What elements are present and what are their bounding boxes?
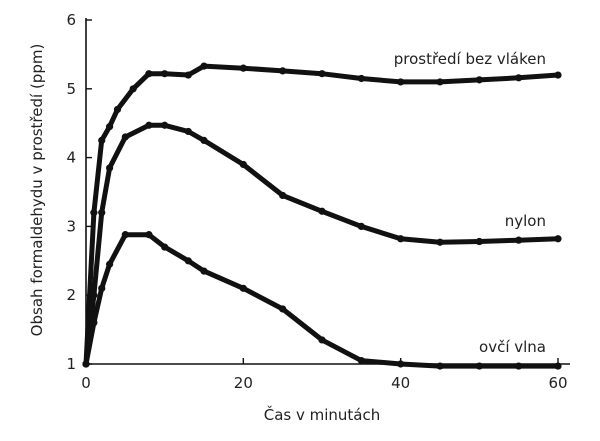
series-point [475, 76, 483, 84]
series-point [239, 64, 247, 72]
series-point [515, 74, 523, 82]
series-point [98, 284, 106, 292]
series-point [184, 257, 192, 265]
series-point [239, 160, 247, 169]
series-point [200, 62, 208, 70]
series-point [200, 267, 208, 275]
series-point [475, 237, 483, 246]
series-point [397, 235, 405, 243]
series-line [83, 63, 561, 367]
series-point [90, 209, 98, 217]
series-point [515, 362, 523, 370]
series-point [554, 235, 562, 243]
series-point [106, 123, 114, 131]
y-tick-label: 4 [66, 149, 76, 167]
axes [85, 18, 570, 365]
y-tick-label: 5 [66, 80, 76, 98]
series-point [436, 362, 444, 370]
x-ticks: 0 20 40 60 [81, 358, 568, 392]
series-point [184, 71, 192, 79]
series-point [239, 284, 247, 292]
y-tick-label: 6 [66, 11, 76, 29]
series-point [279, 67, 287, 75]
y-tick-label: 2 [66, 286, 76, 304]
series-point [279, 191, 287, 200]
series-point [200, 136, 208, 144]
series-point [357, 74, 365, 83]
series-point [184, 127, 192, 136]
series-point [318, 336, 326, 344]
series-point [106, 260, 114, 268]
series-layer: prostředí bez vláken nylon ovčí vlna [82, 50, 562, 370]
series-point [515, 236, 523, 244]
series-point [475, 362, 483, 370]
series-point [279, 305, 287, 313]
series-point [98, 209, 106, 217]
series-point [113, 105, 122, 114]
series-point [397, 360, 405, 368]
series-label: nylon [505, 212, 546, 230]
x-tick-label: 0 [81, 374, 91, 392]
series-point [397, 78, 405, 86]
y-axis-label: Obsah formaldehydu v prostředí (ppm) [28, 44, 46, 337]
series-point [161, 70, 169, 78]
series-point [554, 362, 562, 370]
series-point [436, 238, 444, 246]
series-point [129, 85, 137, 93]
series-point [161, 243, 169, 251]
series-point [82, 360, 90, 368]
series-point [145, 121, 153, 129]
x-tick-label: 60 [548, 374, 567, 392]
series-point [106, 164, 114, 172]
x-axis-label: Čas v minutách [264, 405, 381, 424]
series-point [436, 78, 444, 86]
series-point [90, 319, 98, 327]
series-point [318, 207, 326, 215]
series-label: ovčí vlna [479, 338, 546, 356]
series-point [121, 231, 129, 239]
x-tick-label: 40 [391, 374, 410, 392]
y-tick-label: 1 [66, 355, 76, 373]
series-point [357, 222, 365, 230]
x-tick-label: 20 [234, 374, 253, 392]
series-point [121, 133, 129, 141]
series-point [161, 121, 169, 129]
series-label: prostředí bez vláken [394, 50, 546, 68]
series-point [318, 70, 326, 78]
series-point [357, 356, 365, 365]
series-point [145, 70, 153, 78]
series-line [83, 122, 561, 367]
series-point [554, 71, 562, 79]
y-tick-label: 3 [66, 217, 76, 235]
series-point [98, 136, 106, 144]
series-point [145, 231, 153, 239]
series-line [83, 232, 561, 369]
series-point [90, 291, 98, 299]
